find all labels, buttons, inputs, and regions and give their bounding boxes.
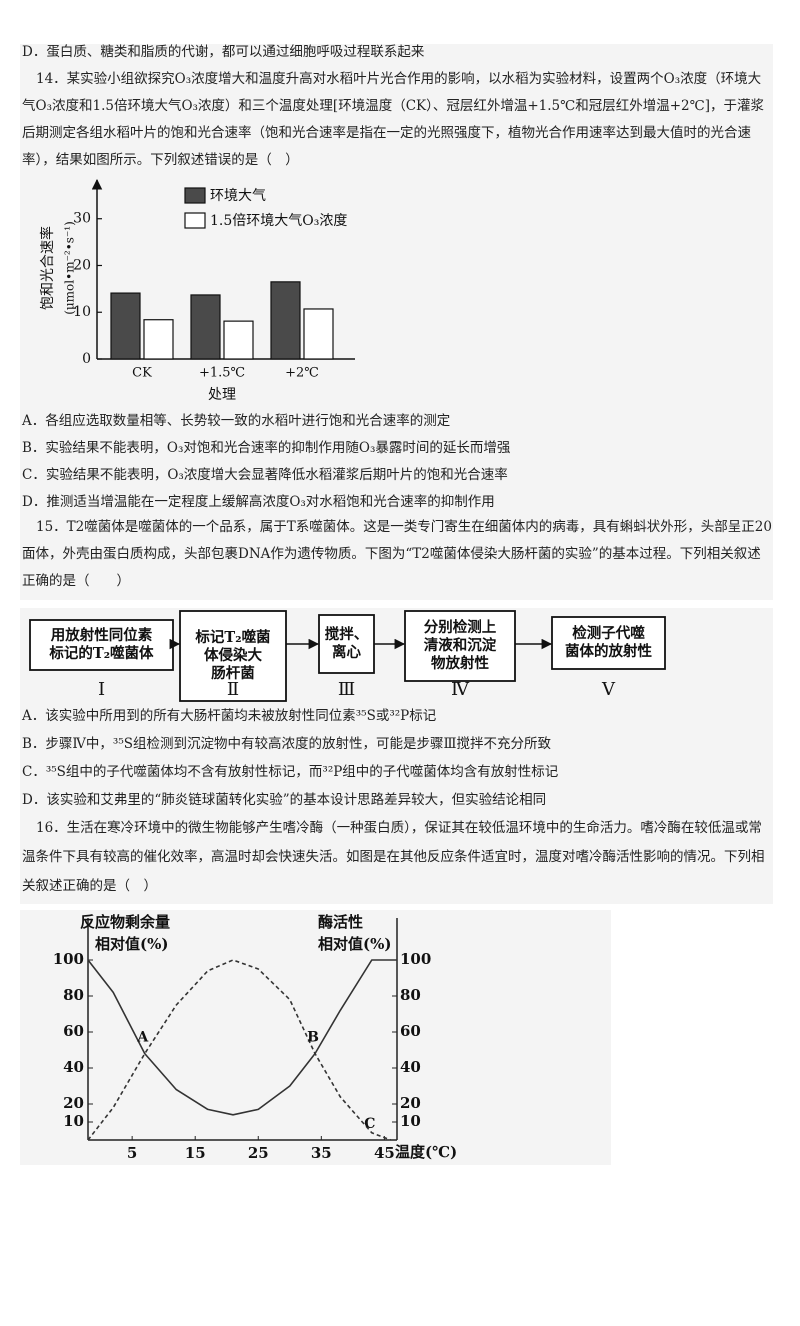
bar (190, 294, 221, 360)
legend-swatch (184, 187, 206, 204)
x-axis-label: 处理 (208, 387, 236, 403)
bar (270, 281, 301, 360)
step-text: 用放射性同位素 (51, 626, 153, 644)
step-text: 搅拌、 (325, 625, 369, 643)
y2-tick-label: 10 (400, 1112, 421, 1130)
step-text: 标记的T₂噬菌体 (48, 644, 154, 662)
step-text: 离心 (332, 643, 361, 661)
step-box (551, 616, 666, 670)
question-stem: 15．T2噬菌体是噬菌体的一个品系，属于T系噬菌体。这是一类专门寄生在细菌体内的… (22, 519, 772, 589)
y-axis-label: 相对值(%) (95, 935, 168, 953)
y-axis-label: 饱和光合速率 (39, 226, 56, 310)
legend-label: 1.5倍环境大气O₃浓度 (210, 213, 347, 229)
point-label: A (136, 1030, 149, 1046)
option-text: D．该实验和艾弗里的“肺炎链球菌转化实验”的基本设计思路差异较大，但实验结论相同 (22, 792, 547, 808)
question-stem: 14．某实验小组欲探究O₃浓度增大和温度升高对水稻叶片光合作用的影响，以水稻为实… (22, 71, 765, 168)
panel (20, 910, 611, 1165)
step-text: 标记T₂噬菌 (194, 628, 270, 646)
y-tick-label: 20 (63, 1094, 84, 1112)
y2-tick-label: 20 (400, 1094, 421, 1112)
point-label: C (364, 1116, 375, 1132)
step-numeral: Ⅱ (227, 679, 239, 700)
step-text: 清液和沉淀 (424, 636, 497, 654)
bar (223, 320, 254, 360)
option-text: C．实验结果不能表明，O₃浓度增大会显著降低水稻灌浆后期叶片的饱和光合速率 (22, 467, 508, 483)
y-tick-label: 20 (73, 257, 91, 273)
step-text: 物放射性 (431, 654, 489, 672)
option-text: D．蛋白质、糖类和脂质的代谢，都可以通过细胞呼吸过程联系起来 (22, 44, 425, 60)
y-axis-unit: (μmol•m⁻²•s⁻¹) (63, 221, 77, 315)
bar (303, 308, 334, 360)
y-axis-label: 反应物剩余量 (80, 913, 170, 931)
y2-tick-label: 80 (400, 986, 421, 1004)
x-tick-label: +1.5℃ (199, 366, 245, 381)
y-tick-label: 30 (73, 211, 91, 227)
legend-swatch (184, 212, 206, 229)
step-text: 检测子代噬 (572, 624, 645, 642)
x-axis-label: 温度(℃) (395, 1143, 457, 1161)
y-tick-label: 100 (53, 950, 84, 968)
step-text: 肠杆菌 (211, 664, 255, 682)
y2-tick-label: 40 (400, 1058, 421, 1076)
option-text: C．³⁵S组中的子代噬菌体均不含有放射性标记，而³²P组中的子代噬菌体均含有放射… (22, 764, 559, 780)
x-tick-label: +2℃ (285, 366, 319, 381)
y-tick-label: 60 (63, 1022, 84, 1040)
step-box (179, 610, 287, 702)
step-box (404, 610, 516, 682)
bar (110, 292, 141, 360)
y2-tick-label: 60 (400, 1022, 421, 1040)
y2-axis-label: 相对值(%) (318, 935, 391, 953)
x-tick-label: 35 (311, 1144, 332, 1162)
option-text: A．该实验中所用到的所有大肠杆菌均未被放射性同位素³⁵S或³²P标记 (22, 708, 437, 724)
option-text: D．推测适当增温能在一定程度上缓解高浓度O₃对水稻饱和光合速率的抑制作用 (22, 494, 495, 510)
option-text: B．实验结果不能表明，O₃对饱和光合速率的抑制作用随O₃暴露时间的延长而增强 (22, 440, 511, 456)
bar (143, 319, 174, 360)
step-numeral: Ⅳ (451, 679, 470, 700)
y-tick-label: 80 (63, 986, 84, 1004)
point-label: B (307, 1030, 319, 1046)
step-numeral: Ⅰ (98, 679, 105, 700)
step-numeral: Ⅲ (338, 679, 355, 700)
question-stem: 16．生活在寒冷环境中的微生物能够产生嗜冷酶（一种蛋白质），保证其在较低温环境中… (22, 820, 765, 894)
option-text: B．步骤Ⅳ中，³⁵S组检测到沉淀物中有较高浓度的放射性，可能是步骤Ⅲ搅拌不充分所… (22, 736, 551, 752)
x-tick-label: 25 (248, 1144, 269, 1162)
curve (87, 959, 397, 1116)
step-text: 体侵染大 (204, 646, 262, 664)
x-tick-label: 15 (185, 1144, 206, 1162)
step-text: 分别检测上 (424, 618, 497, 636)
x-tick-label: CK (132, 366, 152, 381)
step-text: 菌体的放射性 (565, 642, 652, 660)
curve (87, 959, 391, 1141)
y-tick-label: 10 (73, 304, 91, 320)
y2-tick-label: 100 (400, 950, 431, 968)
y-tick-label: 0 (82, 351, 91, 367)
x-tick-label: 5 (127, 1144, 137, 1162)
y2-axis-label: 酶活性 (318, 913, 363, 931)
step-box (318, 614, 375, 674)
legend-label: 环境大气 (210, 188, 266, 204)
x-tick-label: 45 (374, 1144, 395, 1162)
step-numeral: Ⅴ (601, 679, 616, 700)
option-text: A．各组应选取数量相等、长势较一致的水稻叶进行饱和光合速率的测定 (22, 413, 451, 429)
y-tick-label: 40 (63, 1058, 84, 1076)
step-box (29, 619, 174, 671)
y-tick-label: 10 (63, 1112, 84, 1130)
